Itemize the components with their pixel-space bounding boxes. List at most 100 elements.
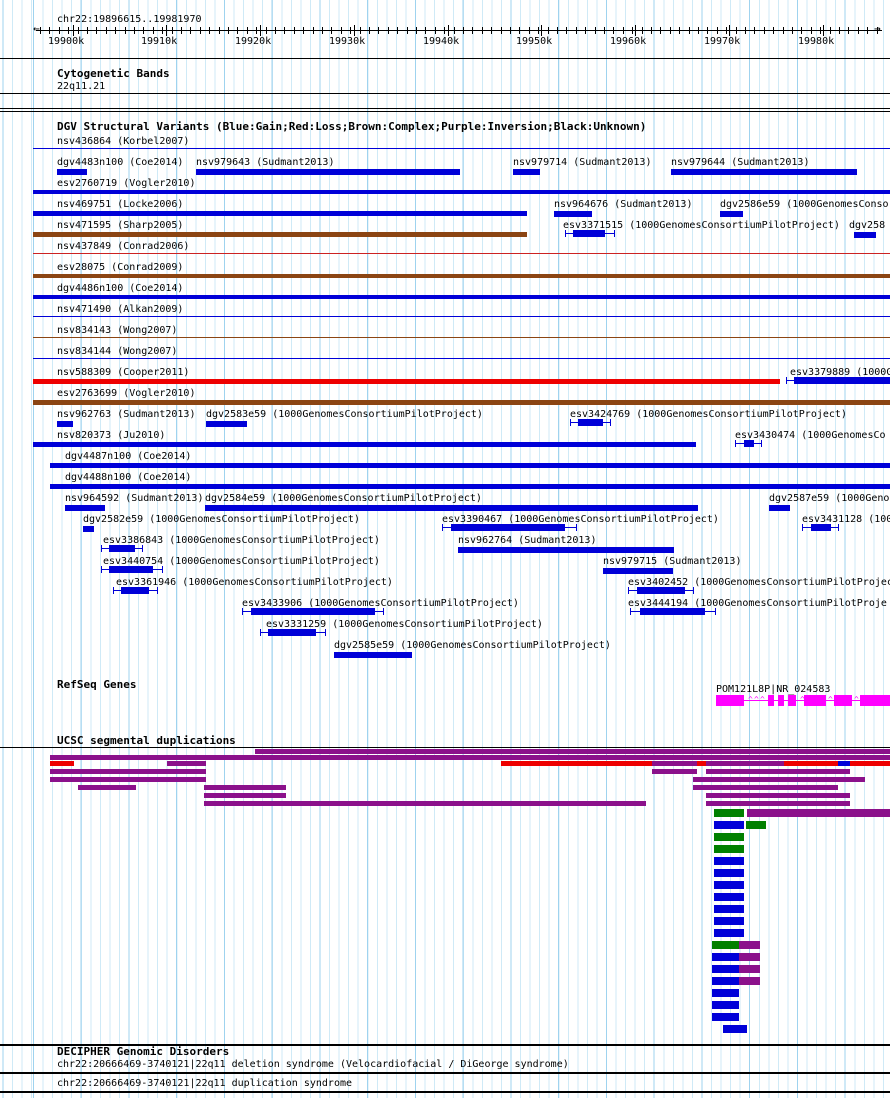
- dgv-item-bar[interactable]: [57, 421, 73, 427]
- segdup-bar[interactable]: [204, 801, 646, 806]
- dgv-item-label[interactable]: esv3379889 (1000G: [790, 367, 890, 378]
- dgv-item-label[interactable]: esv3402452 (1000GenomesConsortiumPilotPr…: [628, 577, 890, 588]
- dgv-item-bar[interactable]: [50, 463, 890, 468]
- segdup-bar[interactable]: [50, 761, 74, 766]
- dgv-item-bar[interactable]: [554, 211, 592, 217]
- dgv-item-label[interactable]: nsv469751 (Locke2006): [57, 199, 184, 210]
- ruler-left-arrow[interactable]: ←: [33, 22, 40, 35]
- segdup-bar[interactable]: [693, 785, 838, 790]
- dgv-item-label[interactable]: esv3361946 (1000GenomesConsortiumPilotPr…: [116, 577, 393, 588]
- dgv-item-label[interactable]: dgv4483n100 (Coe2014): [57, 157, 184, 168]
- gene-exon[interactable]: [834, 695, 852, 706]
- dgv-item-label[interactable]: dgv4487n100 (Coe2014): [65, 451, 192, 462]
- dgv-item-label[interactable]: nsv979644 (Sudmant2013): [671, 157, 810, 168]
- segdup-bar[interactable]: [714, 881, 744, 889]
- segdup-bar[interactable]: [712, 977, 739, 985]
- segdup-bar[interactable]: [50, 769, 206, 774]
- dgv-item-label[interactable]: nsv820373 (Ju2010): [57, 430, 166, 441]
- dgv-item-whisker[interactable]: [735, 439, 762, 448]
- dgv-item-bar[interactable]: [458, 547, 674, 553]
- decipher-item-1[interactable]: chr22:20666469-3740121|22q11 duplication…: [57, 1078, 353, 1089]
- segdup-bar[interactable]: [167, 761, 206, 766]
- dgv-item-label[interactable]: dgv2585e59 (1000GenomesConsortiumPilotPr…: [334, 640, 611, 651]
- segdup-bar[interactable]: [706, 761, 784, 766]
- dgv-item-bar[interactable]: [720, 211, 743, 217]
- dgv-item-label[interactable]: dgv2584e59 (1000GenomesConsortiumPilotPr…: [205, 493, 482, 504]
- dgv-item-bar[interactable]: [33, 442, 696, 447]
- segdup-bar[interactable]: [50, 777, 206, 782]
- segdup-bar[interactable]: [78, 785, 136, 790]
- dgv-item-label[interactable]: nsv588309 (Cooper2011): [57, 367, 190, 378]
- dgv-item-bar[interactable]: [33, 190, 890, 194]
- dgv-item-bar[interactable]: [33, 400, 890, 405]
- segdup-bar[interactable]: [652, 761, 697, 766]
- dgv-item-whisker[interactable]: [565, 229, 615, 238]
- gene-exon[interactable]: [716, 695, 744, 706]
- segdup-bar[interactable]: [714, 869, 744, 877]
- dgv-item-label[interactable]: nsv834143 (Wong2007): [57, 325, 178, 336]
- segdup-bar[interactable]: [714, 833, 744, 841]
- dgv-item-bar[interactable]: [33, 379, 780, 384]
- dgv-item-bar[interactable]: [196, 169, 460, 175]
- dgv-item-label[interactable]: esv3444194 (1000GenomesConsortiumPilotPr…: [628, 598, 887, 609]
- dgv-item-bar[interactable]: [769, 505, 790, 511]
- dgv-item-bar[interactable]: [33, 211, 527, 216]
- dgv-item-label[interactable]: dgv2587e59 (1000Geno: [769, 493, 890, 504]
- segdup-bar[interactable]: [723, 1025, 747, 1033]
- dgv-item-bar[interactable]: [65, 505, 105, 511]
- dgv-item-whisker[interactable]: [628, 586, 694, 595]
- dgv-item-label[interactable]: dgv258: [849, 220, 886, 231]
- segdup-bar[interactable]: [714, 917, 744, 925]
- segdup-bar[interactable]: [50, 755, 890, 760]
- dgv-item-bar[interactable]: [205, 505, 698, 511]
- dgv-item-whisker[interactable]: [101, 544, 143, 553]
- segdup-bar[interactable]: [712, 965, 739, 973]
- dgv-item-whisker[interactable]: [630, 607, 716, 616]
- segdup-bar[interactable]: [706, 793, 850, 798]
- dgv-item-label[interactable]: esv3440754 (1000GenomesConsortiumPilotPr…: [103, 556, 380, 567]
- dgv-item-label[interactable]: esv3371515 (1000GenomesConsortiumPilotPr…: [563, 220, 840, 231]
- dgv-item-bar[interactable]: [603, 568, 673, 574]
- dgv-item-line[interactable]: [33, 316, 890, 317]
- segdup-bar[interactable]: [706, 801, 850, 806]
- segdup-bar[interactable]: [712, 1001, 739, 1009]
- dgv-item-label[interactable]: nsv964592 (Sudmant2013): [65, 493, 204, 504]
- dgv-item-label[interactable]: nsv834144 (Wong2007): [57, 346, 178, 357]
- segdup-bar[interactable]: [712, 1013, 739, 1021]
- dgv-item-label[interactable]: dgv2586e59 (1000GenomesConsortiumPilotPr…: [720, 199, 890, 210]
- dgv-item-label[interactable]: nsv471595 (Sharp2005): [57, 220, 184, 231]
- gene-exon[interactable]: [778, 695, 784, 706]
- dgv-item-line[interactable]: [33, 358, 890, 359]
- segdup-bar[interactable]: [746, 821, 766, 829]
- segdup-bar[interactable]: [714, 809, 744, 817]
- dgv-item-bar[interactable]: [206, 421, 247, 427]
- dgv-item-label[interactable]: dgv4486n100 (Coe2014): [57, 283, 184, 294]
- dgv-item-bar[interactable]: [671, 169, 857, 175]
- segdup-bar[interactable]: [693, 777, 865, 782]
- segdup-bar[interactable]: [739, 977, 760, 985]
- dgv-item-whisker[interactable]: [802, 523, 839, 532]
- dgv-item-whisker[interactable]: [570, 418, 611, 427]
- dgv-item-bar[interactable]: [33, 232, 527, 237]
- gene-exon[interactable]: [804, 695, 826, 706]
- segdup-bar[interactable]: [739, 941, 760, 949]
- segdup-bar[interactable]: [712, 953, 739, 961]
- dgv-item-label[interactable]: esv2763699 (Vogler2010): [57, 388, 196, 399]
- segdup-bar[interactable]: [714, 845, 744, 853]
- segdup-bar[interactable]: [739, 965, 760, 973]
- dgv-item-bar[interactable]: [513, 169, 540, 175]
- dgv-item-label[interactable]: nsv471490 (Alkan2009): [57, 304, 184, 315]
- dgv-item-line[interactable]: [33, 148, 890, 149]
- cytogenetic-band-label[interactable]: 22q11.21: [57, 81, 106, 92]
- segdup-bar[interactable]: [204, 793, 286, 798]
- dgv-item-label[interactable]: nsv437849 (Conrad2006): [57, 241, 190, 252]
- gene-exon[interactable]: [788, 695, 796, 706]
- dgv-item-whisker[interactable]: [113, 586, 158, 595]
- segdup-bar[interactable]: [706, 769, 850, 774]
- segdup-bar[interactable]: [714, 821, 744, 829]
- dgv-item-label[interactable]: esv3430474 (1000GenomesCo: [735, 430, 886, 441]
- dgv-item-label[interactable]: nsv979715 (Sudmant2013): [603, 556, 742, 567]
- gene-exon[interactable]: [768, 695, 774, 706]
- dgv-item-label[interactable]: esv3331259 (1000GenomesConsortiumPilotPr…: [266, 619, 543, 630]
- segdup-bar[interactable]: [204, 785, 286, 790]
